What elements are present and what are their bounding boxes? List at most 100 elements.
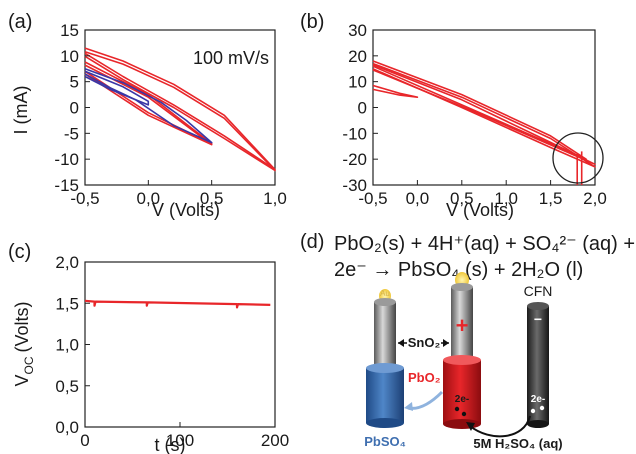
electron-flow-arrow (469, 415, 531, 438)
y-tick-label: -20 (342, 150, 367, 169)
y-tick-label: 30 (348, 21, 367, 40)
sno2-callout: SnO₂ (398, 334, 449, 350)
x-tick-label: 0,5 (200, 189, 224, 208)
series-line-a-1 (84, 50, 276, 172)
y-tick-label: 0 (358, 99, 367, 118)
pbo2-cylinder-bottom (443, 419, 481, 429)
series-line-a-2 (84, 61, 213, 145)
y-tick-label: -15 (54, 176, 79, 195)
panel-label-b: (b) (300, 11, 324, 33)
series-line-a-4 (84, 68, 213, 144)
sno2-arrow-head-right (443, 339, 449, 347)
x-tick-label: 0 (80, 431, 89, 450)
series-line-b-2 (372, 64, 596, 166)
pbso4-cylinder-top (366, 363, 404, 373)
sno2-rod-middle (451, 287, 473, 362)
sno2-label: SnO₂ (408, 335, 441, 350)
x-tick-label: -0,5 (358, 189, 387, 208)
panel-d-schematic: (d) PbO₂(s) + 4H⁺(aq) + SO₄²⁻ (aq) + 2e⁻… (300, 231, 635, 451)
electrode-pbo2: + 2e- (443, 272, 481, 429)
x-tick-label: 1,5 (539, 189, 563, 208)
panel-label-c: (c) (8, 241, 31, 263)
x-tick-label: -0,5 (70, 189, 99, 208)
series-line-b-1 (372, 62, 596, 168)
x-axis-label-c: t (s) (155, 435, 186, 454)
conversion-arrow (407, 390, 444, 410)
rod-top-middle (451, 283, 473, 291)
x-tick-label: 0,0 (137, 189, 161, 208)
y-tick-label: 20 (348, 47, 367, 66)
minus-sign: − (534, 311, 542, 327)
electron-dot (454, 406, 460, 412)
chart-c: (c) 0,0 0,5 1,0 1,5 2,0 0 100 200 t (s) VOC (Vo… (8, 241, 289, 454)
highlight-circle (552, 132, 604, 184)
y-tick-label: 10 (348, 73, 367, 92)
y-tick-label: 0,0 (55, 418, 79, 437)
x-tick-label: 0,0 (406, 189, 430, 208)
x-axis-label-a: V (Volts) (152, 200, 220, 220)
electron-dot (530, 408, 536, 414)
y-tick-label: 0 (70, 99, 79, 118)
electrolyte-label: 5M H₂SO₄ (aq) (473, 436, 562, 451)
y-axis-label-a: I (mA) (11, 86, 31, 135)
y-tick-label: 1,5 (55, 294, 79, 313)
plus-sign: + (456, 313, 469, 338)
electrode-pbso4: Au PbSO₄ (364, 289, 406, 449)
y-tick-label: 2,0 (55, 253, 79, 272)
chart-a: (a) -15 -10 -5 0 5 10 15 -0,5 0,0 0,5 1,0 100 mV/… (8, 11, 287, 220)
chart-b: (b) -30 -20 -10 0 10 20 30 -0,5 0,0 0,5 1,0 1,5 2,0… (300, 11, 607, 220)
pbso4-cylinder (366, 368, 404, 423)
x-tick-label: 100 (166, 431, 194, 450)
sno2-rod-left (374, 302, 396, 372)
series-line-a-5 (84, 70, 150, 106)
pbo2-label: PbO₂ (408, 370, 441, 385)
sno2-label-bg (407, 334, 441, 350)
scan-rate-annotation: 100 mV/s (193, 48, 269, 68)
plot-frame-c (84, 261, 276, 428)
panel-label-d: (d) (300, 231, 324, 253)
y-label-c-sub: OC (22, 356, 36, 374)
y-tick-label: -10 (342, 124, 367, 143)
sno2-arrow-head-left (398, 339, 404, 347)
y-tick-label: -10 (54, 150, 79, 169)
y-label-c-unit: (Volts) (12, 301, 32, 352)
reaction-line-2: 2e⁻ → PbSO₄ (s) + 2H₂O (l) (334, 259, 583, 281)
y-tick-label: 15 (60, 21, 79, 40)
series-line-a-3 (84, 64, 213, 146)
y-tick-label: -5 (64, 124, 79, 143)
x-tick-label: 1,0 (494, 189, 518, 208)
y-axis-label-c: VOC (Volts) (12, 301, 36, 386)
y-tick-label: 5 (70, 73, 79, 92)
cfn-rod-top (527, 302, 549, 310)
electron-label-middle: 2e- (455, 394, 469, 405)
rod-top-left (374, 298, 396, 306)
y-label-c-main: V (12, 375, 32, 387)
cfn-rod (527, 306, 549, 424)
electrode-cfn: CFN − 2e- (524, 283, 553, 428)
x-tick-label: 1,0 (263, 189, 287, 208)
x-axis-label-b: V (Volts) (446, 200, 514, 220)
y-tick-label: 1,0 (55, 336, 79, 355)
series-line-c-0 (84, 299, 271, 309)
pbso4-label: PbSO₄ (364, 434, 406, 449)
electron-dot (539, 405, 545, 411)
x-tick-label: 200 (261, 431, 289, 450)
x-tick-label: 2,0 (583, 189, 607, 208)
cfn-label: CFN (524, 283, 553, 299)
electron-dot (461, 411, 467, 417)
au-label: Au (380, 289, 390, 298)
y-tick-label: 10 (60, 47, 79, 66)
cfn-rod-bottom (527, 420, 549, 428)
pbso4-cylinder-bottom (366, 418, 404, 428)
electron-flow-arrow-head (466, 422, 475, 431)
panel-label-a: (a) (8, 11, 32, 33)
conversion-arrow-head (404, 402, 413, 411)
y-tick-label: 0,5 (55, 377, 79, 396)
y-tick-label: -30 (342, 176, 367, 195)
reaction-line-1: PbO₂(s) + 4H⁺(aq) + SO₄²⁻ (aq) + (334, 233, 635, 255)
pbo2-cylinder-top (443, 355, 481, 365)
x-tick-label: 0,5 (450, 189, 474, 208)
electron-label-cfn: 2e- (531, 394, 545, 405)
series-line-b-3 (372, 84, 419, 98)
